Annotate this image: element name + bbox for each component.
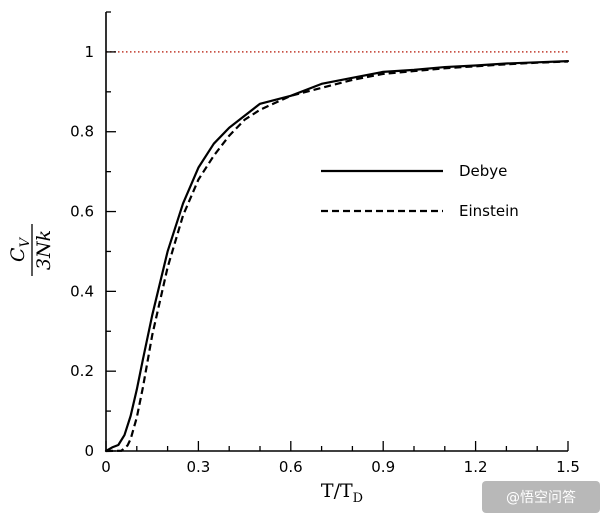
y-tick-label: 0.8 [70,123,94,141]
y-axis-label-denominator: 3Nk [33,230,55,270]
axis-labels: T/TD CV 3Nk [7,224,363,506]
y-tick-label: 1 [84,43,94,61]
y-tick-label: 0.2 [70,362,94,380]
axes: 0 0.3 0.6 0.9 1.2 1.5 0 0.2 0.4 0.6 0.8 1 [70,11,580,476]
series-line-einstein [105,60,569,453]
x-axis-label: T/TD [321,480,363,506]
x-tick-label: 0 [101,458,111,476]
y-axis-label-numerator: CV [7,236,33,262]
x-tick-label: 1.2 [464,458,488,476]
y-tick-label: 0.6 [70,203,94,221]
watermark-text: @悟空问答 [506,489,576,506]
legend: Debye Einstein [321,162,519,220]
series-line-debye [104,59,570,453]
y-axis-label: CV 3Nk [7,224,55,276]
watermark: @悟空问答 [482,481,600,513]
x-tick-label: 0.9 [371,458,395,476]
x-tick-label: 1.5 [556,458,580,476]
x-tick-label: 0.3 [186,458,210,476]
legend-label-debye: Debye [459,162,507,180]
x-tick-label: 0.6 [279,458,303,476]
y-tick-label: 0 [84,442,94,460]
watermark-background [482,481,600,513]
y-tick-label: 0.4 [70,282,94,300]
plot-area [104,51,570,453]
legend-label-einstein: Einstein [459,202,519,220]
